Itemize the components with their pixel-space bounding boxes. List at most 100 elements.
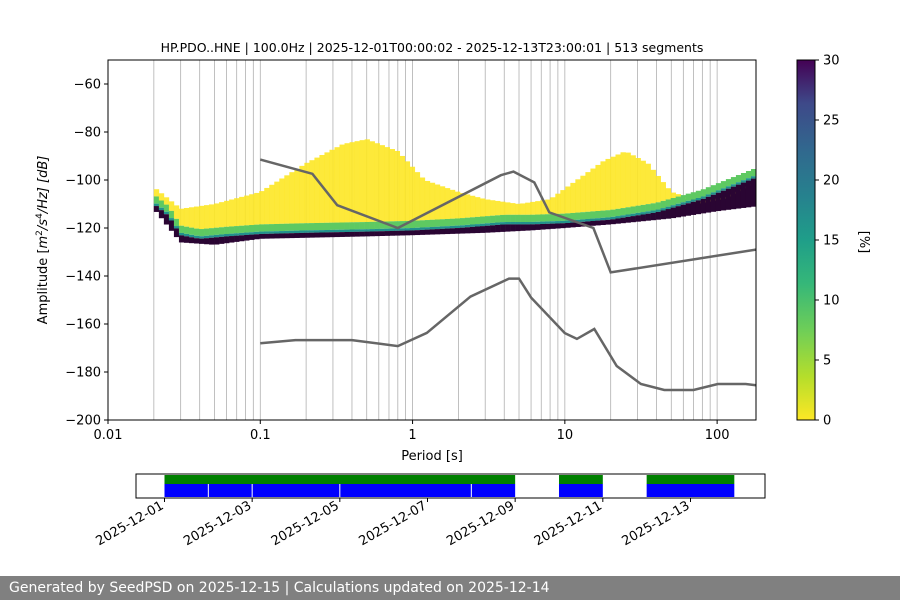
heatmap-cell bbox=[304, 232, 310, 238]
timeline-used-bar bbox=[164, 475, 516, 484]
heatmap-cell bbox=[239, 235, 245, 242]
heatmap-cell bbox=[254, 234, 260, 240]
heatmap-cell bbox=[219, 202, 225, 228]
heatmap-cell bbox=[585, 211, 591, 219]
heatmap-cell bbox=[339, 144, 345, 223]
heatmap-cell bbox=[615, 154, 621, 209]
heatmap-cell bbox=[193, 206, 200, 229]
heatmap-cell bbox=[580, 212, 586, 220]
heatmap-cell bbox=[329, 149, 335, 223]
y-axis-label-sup2: 4 bbox=[35, 213, 45, 219]
y-axis-label-main: Amplitude [ bbox=[36, 248, 51, 324]
grid-lines bbox=[107, 60, 718, 420]
heatmap-cell bbox=[454, 228, 461, 234]
heatmap-cell bbox=[685, 203, 692, 216]
heatmap-cell bbox=[745, 170, 752, 179]
heatmap-cell bbox=[710, 194, 717, 212]
heatmap-cell bbox=[605, 210, 611, 218]
heatmap-cell bbox=[409, 166, 416, 221]
heatmap-cell bbox=[725, 179, 732, 187]
heatmap-cell bbox=[434, 229, 441, 235]
heatmap-cell bbox=[695, 200, 702, 215]
heatmap-cell bbox=[675, 206, 682, 218]
heatmap-cell bbox=[670, 192, 677, 198]
heatmap-cell bbox=[289, 230, 295, 234]
heatmap-cell bbox=[424, 220, 431, 228]
heatmap-cell bbox=[259, 233, 265, 239]
heatmap-cell bbox=[449, 225, 456, 229]
heatmap-cell bbox=[239, 232, 245, 236]
heatmap-cell bbox=[660, 208, 666, 211]
timeline-used-bar bbox=[646, 475, 735, 484]
heatmap-cell bbox=[500, 201, 506, 215]
heatmap-cell bbox=[224, 236, 230, 244]
heatmap-cell bbox=[158, 210, 165, 219]
heatmap-cell bbox=[555, 213, 561, 222]
heatmap-cell bbox=[394, 221, 401, 229]
heatmap-cell bbox=[600, 161, 606, 211]
heatmap-cell bbox=[188, 237, 195, 244]
heatmap-cell bbox=[480, 226, 486, 233]
heatmap-cell bbox=[199, 238, 205, 244]
heatmap-cell bbox=[454, 218, 461, 226]
heatmap-cell bbox=[610, 216, 616, 220]
heatmap-cell bbox=[259, 191, 265, 225]
heatmap-cell bbox=[334, 232, 340, 238]
heatmap-cell bbox=[464, 194, 471, 218]
heatmap-cell bbox=[520, 214, 526, 222]
heatmap-cell bbox=[319, 222, 325, 231]
timeline-date-ticks: 2025-12-01 2025-12-03 2025-12-05 2025-12-07… bbox=[94, 498, 692, 549]
heatmap-cell bbox=[655, 202, 661, 210]
heatmap-cell bbox=[299, 223, 305, 231]
heatmap-cell bbox=[419, 227, 426, 230]
heatmap-cell bbox=[620, 217, 626, 224]
heatmap-cell bbox=[344, 229, 350, 232]
timeline-tick-label: 2025-12-01 bbox=[94, 498, 167, 549]
heatmap-cell bbox=[710, 192, 717, 195]
heatmap-cell bbox=[485, 225, 491, 233]
heatmap-cell bbox=[264, 233, 270, 239]
heatmap-cell bbox=[469, 226, 476, 234]
heatmap-cell bbox=[500, 222, 506, 225]
heatmap-cell bbox=[214, 203, 220, 228]
heatmap-cell bbox=[454, 225, 461, 229]
heatmap-cell bbox=[474, 226, 481, 234]
heatmap-cell bbox=[640, 214, 646, 222]
heatmap-cell bbox=[590, 220, 596, 226]
heatmap-cell bbox=[635, 212, 641, 216]
y-tick-label: −160 bbox=[65, 318, 101, 333]
heatmap-cell bbox=[444, 226, 451, 229]
heatmap-cell bbox=[178, 235, 185, 243]
heatmap-cell bbox=[204, 238, 210, 245]
heatmap-cell bbox=[600, 220, 606, 226]
heatmap-cell bbox=[409, 228, 416, 231]
heatmap-cell bbox=[374, 228, 380, 232]
heatmap-cell bbox=[690, 201, 697, 215]
heatmap-cell bbox=[575, 179, 581, 213]
heatmap-cell bbox=[464, 217, 471, 225]
heatmap-cell bbox=[284, 175, 290, 224]
heatmap-cell bbox=[188, 227, 195, 235]
heatmap-cell bbox=[700, 198, 707, 214]
heatmap-cell bbox=[349, 229, 355, 232]
heatmap-cell bbox=[555, 223, 561, 229]
heatmap-cell bbox=[374, 231, 380, 237]
heatmap-cell bbox=[344, 222, 350, 230]
heatmap-cell bbox=[314, 232, 320, 238]
y-axis-label-end: /Hz] [dB] bbox=[36, 156, 51, 215]
heatmap-cell bbox=[434, 184, 441, 220]
x-tick-label: 0.01 bbox=[94, 428, 123, 443]
heatmap-cell bbox=[459, 225, 466, 228]
heatmap-cell bbox=[178, 232, 185, 236]
heatmap-cell bbox=[294, 233, 300, 238]
heatmap-cell bbox=[204, 228, 210, 236]
heatmap-cell bbox=[259, 231, 265, 234]
heatmap-cell bbox=[665, 199, 671, 207]
chart-title: HP.PDO..HNE | 100.0Hz | 2025-12-01T00:00… bbox=[161, 40, 704, 55]
heatmap-cell bbox=[585, 221, 591, 227]
colorbar-ticks: 0 5 10 15 20 25 30 bbox=[815, 54, 840, 429]
heatmap-cell bbox=[570, 222, 576, 228]
heatmap-cell bbox=[610, 209, 616, 217]
heatmap-cell bbox=[204, 235, 210, 239]
heatmap-cell bbox=[464, 227, 471, 234]
